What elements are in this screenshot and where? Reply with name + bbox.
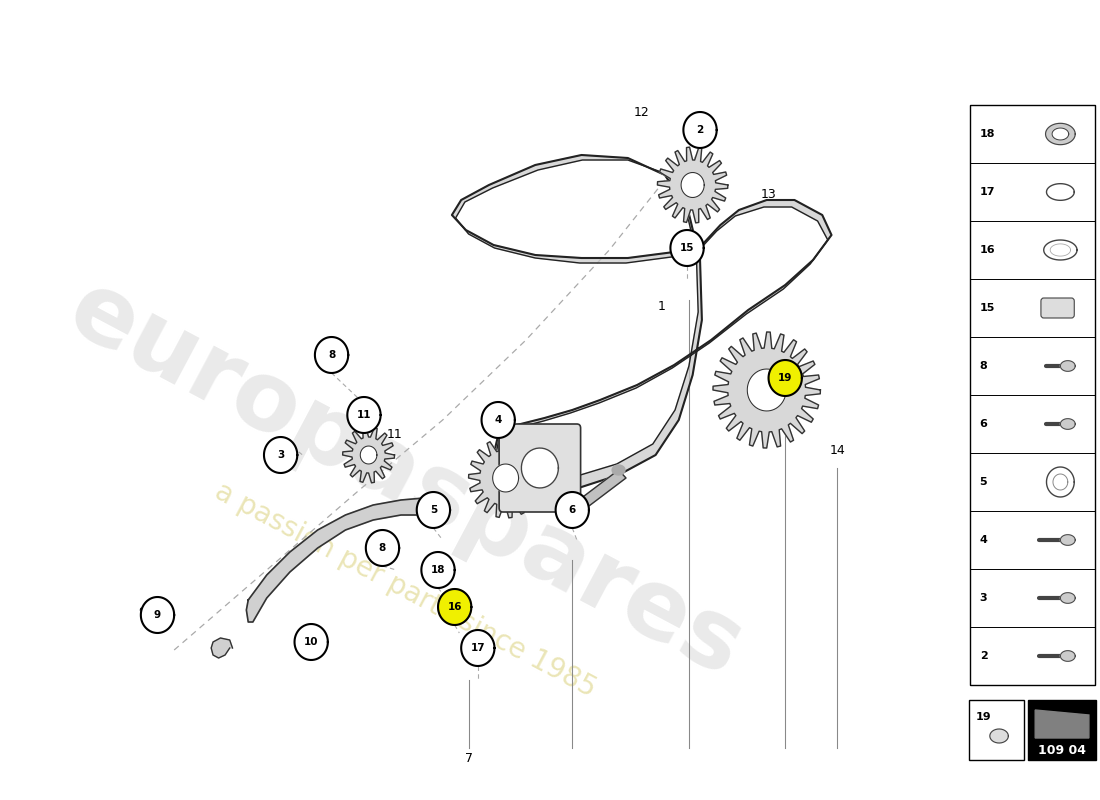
Text: 4: 4 xyxy=(495,415,502,425)
Polygon shape xyxy=(438,589,472,625)
Text: 8: 8 xyxy=(980,361,988,371)
Text: 16: 16 xyxy=(448,602,462,612)
Text: 11: 11 xyxy=(386,429,403,442)
Polygon shape xyxy=(1060,593,1075,603)
Polygon shape xyxy=(769,360,802,396)
Text: 18: 18 xyxy=(431,565,446,575)
FancyBboxPatch shape xyxy=(499,424,581,512)
Polygon shape xyxy=(295,624,328,660)
Text: 11: 11 xyxy=(356,410,371,420)
Text: 1: 1 xyxy=(658,301,666,314)
Polygon shape xyxy=(1050,244,1070,256)
Text: 8: 8 xyxy=(378,543,386,553)
Polygon shape xyxy=(1060,418,1075,430)
Polygon shape xyxy=(681,173,704,198)
Polygon shape xyxy=(713,332,821,448)
Polygon shape xyxy=(461,630,495,666)
Polygon shape xyxy=(1052,128,1069,140)
Polygon shape xyxy=(990,729,1009,743)
Text: 4: 4 xyxy=(980,535,988,545)
Polygon shape xyxy=(1060,534,1075,546)
Polygon shape xyxy=(613,465,625,475)
Polygon shape xyxy=(493,464,518,492)
Text: 9: 9 xyxy=(154,610,161,620)
Polygon shape xyxy=(582,470,626,506)
Text: 2: 2 xyxy=(980,651,988,661)
Polygon shape xyxy=(361,446,377,464)
Polygon shape xyxy=(246,498,433,622)
Polygon shape xyxy=(482,402,515,438)
Polygon shape xyxy=(366,530,399,566)
Polygon shape xyxy=(452,155,832,495)
Polygon shape xyxy=(1044,240,1077,260)
Text: 3: 3 xyxy=(277,450,284,460)
Polygon shape xyxy=(521,448,559,488)
Polygon shape xyxy=(348,397,381,433)
Text: 6: 6 xyxy=(569,505,576,515)
Polygon shape xyxy=(670,230,704,266)
Text: 6: 6 xyxy=(980,419,988,429)
Polygon shape xyxy=(556,492,588,528)
Polygon shape xyxy=(1060,361,1075,371)
Polygon shape xyxy=(683,112,717,148)
Text: 5: 5 xyxy=(430,505,437,515)
Text: 3: 3 xyxy=(980,593,988,603)
Text: 109 04: 109 04 xyxy=(1038,743,1086,757)
Polygon shape xyxy=(1060,650,1075,662)
Bar xyxy=(968,700,1024,760)
Polygon shape xyxy=(469,438,542,518)
Polygon shape xyxy=(211,638,232,658)
Polygon shape xyxy=(1046,184,1075,200)
Text: 5: 5 xyxy=(980,477,988,487)
Text: 10: 10 xyxy=(298,641,314,654)
Text: 7: 7 xyxy=(464,751,473,765)
Text: 16: 16 xyxy=(980,245,996,255)
Text: 19: 19 xyxy=(976,712,991,722)
Text: 17: 17 xyxy=(471,643,485,653)
Polygon shape xyxy=(315,337,349,373)
Text: europaspares: europaspares xyxy=(53,263,758,697)
Text: 2: 2 xyxy=(696,125,704,135)
Polygon shape xyxy=(141,597,174,633)
FancyBboxPatch shape xyxy=(1041,298,1075,318)
Polygon shape xyxy=(1046,123,1075,145)
Text: 8: 8 xyxy=(328,350,336,360)
Bar xyxy=(1027,700,1097,760)
Text: 10: 10 xyxy=(304,637,318,647)
Text: 15: 15 xyxy=(980,303,996,313)
Polygon shape xyxy=(658,147,728,223)
Text: 13: 13 xyxy=(761,189,777,202)
Text: 14: 14 xyxy=(829,443,845,457)
Polygon shape xyxy=(264,437,297,473)
Text: 9: 9 xyxy=(139,606,146,619)
Text: 17: 17 xyxy=(980,187,996,197)
Text: 15: 15 xyxy=(680,243,694,253)
Bar xyxy=(970,105,1096,685)
Polygon shape xyxy=(421,552,454,588)
Text: 12: 12 xyxy=(634,106,650,118)
Polygon shape xyxy=(747,369,786,411)
Polygon shape xyxy=(1035,710,1089,738)
Polygon shape xyxy=(343,427,395,483)
Text: 19: 19 xyxy=(778,373,792,383)
Text: 18: 18 xyxy=(980,129,996,139)
Text: a passion per parts since 1985: a passion per parts since 1985 xyxy=(210,478,601,702)
Polygon shape xyxy=(417,492,450,528)
Polygon shape xyxy=(1046,467,1075,497)
